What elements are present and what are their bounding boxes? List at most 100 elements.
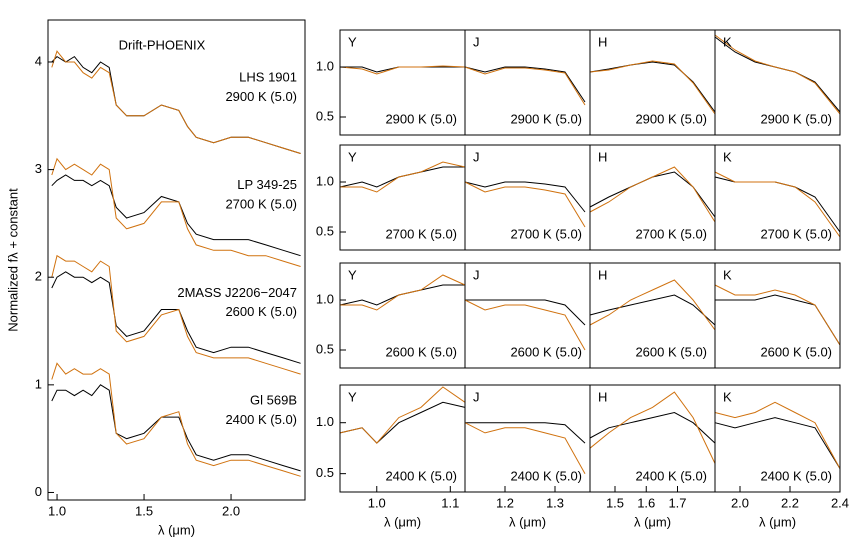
y-tick-label: 4 (35, 53, 42, 68)
spectrum-line (339, 284, 465, 306)
x-tick-label: 1.2 (496, 495, 514, 510)
spectrum-line (589, 61, 716, 113)
y-tick-label: 3 (35, 161, 42, 176)
spectrum-line (464, 66, 586, 106)
model-label: 2700 K (5.0) (510, 226, 582, 241)
spectrum-line (465, 422, 586, 444)
band-label: J (473, 389, 480, 404)
y-tick-label: 0 (35, 484, 42, 499)
x-axis-label: λ (μm) (509, 514, 546, 529)
spectrum-line (714, 417, 841, 469)
series-label: 2400 K (5.0) (225, 412, 297, 427)
x-tick-label: 2.4 (831, 495, 849, 510)
model-label: 2600 K (5.0) (385, 344, 457, 359)
band-label: Y (348, 389, 357, 404)
spectrum-line (51, 157, 301, 267)
x-tick-label: 2.0 (731, 495, 749, 510)
x-tick-label: 2.2 (781, 495, 799, 510)
spectrum-line (715, 294, 841, 346)
y-tick-label: 1.0 (316, 173, 334, 188)
spectrum-line (464, 422, 586, 474)
x-axis-label: λ (μm) (158, 522, 195, 537)
y-tick-label: 0.5 (316, 341, 334, 356)
spectrum-line (51, 174, 301, 257)
spectrum-line (51, 384, 301, 472)
band-label: K (723, 389, 732, 404)
x-tick-label: 1.0 (368, 495, 386, 510)
spectrum-line (589, 411, 716, 444)
spectrum-line (464, 66, 586, 103)
y-tick-label: 1.0 (316, 291, 334, 306)
model-label: 2400 K (5.0) (510, 468, 582, 483)
spectrum-line (51, 254, 301, 375)
model-label: 2700 K (5.0) (385, 226, 457, 241)
band-label: K (723, 267, 732, 282)
x-tick-label: 1.0 (48, 503, 66, 518)
y-tick-label: 2 (35, 269, 42, 284)
band-label: J (473, 149, 480, 164)
y-tick-label: 0.5 (316, 108, 334, 123)
axes-frame (47, 19, 306, 501)
model-label: 2700 K (5.0) (635, 226, 707, 241)
y-tick-label: 0.5 (316, 223, 334, 238)
band-label: K (723, 149, 732, 164)
spectrum-line (589, 171, 716, 218)
series-label: Gl 569B (250, 392, 297, 407)
spectrum-line (339, 166, 465, 188)
x-tick-label: 1.5 (135, 503, 153, 518)
y-tick-label: 1.0 (316, 58, 334, 73)
band-label: H (598, 267, 607, 282)
spectrum-line (714, 284, 841, 346)
series-label: 2600 K (5.0) (225, 304, 297, 319)
model-label: 2700 K (5.0) (760, 226, 832, 241)
spectrum-line (714, 36, 841, 113)
spectrum-line (465, 299, 586, 326)
spectrum-line (340, 274, 466, 311)
spectrum-line (589, 279, 716, 331)
axes-frame (714, 384, 841, 493)
band-label: H (598, 389, 607, 404)
x-axis-label: λ (μm) (759, 514, 796, 529)
band-label: Y (348, 34, 357, 49)
spectrum-line (714, 34, 841, 115)
chart-title: Drift-PHOENIX (119, 37, 206, 52)
spectrum-line (464, 181, 586, 213)
band-label: K (723, 34, 732, 49)
x-tick-label: 1.7 (668, 495, 686, 510)
model-label: 2400 K (5.0) (760, 468, 832, 483)
model-label: 2400 K (5.0) (385, 468, 457, 483)
band-label: H (598, 149, 607, 164)
series-label: LP 349-25 (237, 177, 297, 192)
spectrum-line (339, 401, 466, 444)
model-label: 2900 K (5.0) (760, 111, 832, 126)
model-label: 2900 K (5.0) (510, 111, 582, 126)
spectrum-line (589, 391, 716, 464)
series-label: LHS 1901 (239, 70, 297, 85)
spectrum-line (339, 386, 466, 444)
y-tick-label: 1 (35, 376, 42, 391)
spectrum-line (714, 176, 841, 233)
spectrum-line (51, 271, 301, 364)
band-label: Y (348, 267, 357, 282)
spectrum-line (51, 362, 301, 477)
x-tick-label: 1.1 (441, 495, 459, 510)
band-label: J (473, 34, 480, 49)
axes-frame (714, 144, 841, 251)
series-label: 2700 K (5.0) (225, 197, 297, 212)
spectrum-line (589, 294, 716, 326)
series-label: 2900 K (5.0) (225, 89, 297, 104)
model-label: 2600 K (5.0) (635, 344, 707, 359)
x-tick-label: 1.5 (606, 495, 624, 510)
model-label: 2400 K (5.0) (635, 468, 707, 483)
spectrum-line (714, 171, 841, 238)
model-label: 2900 K (5.0) (635, 111, 707, 126)
x-tick-label: 1.3 (546, 495, 564, 510)
axes-frame (714, 262, 841, 369)
spectrum-line (464, 299, 586, 351)
spectrum-line (464, 181, 586, 228)
y-axis-label: Normalized fλ + constant (5, 188, 20, 332)
spectrum-line (589, 60, 716, 115)
series-label: 2MASS J2206−2047 (177, 285, 297, 300)
model-label: 2600 K (5.0) (760, 344, 832, 359)
